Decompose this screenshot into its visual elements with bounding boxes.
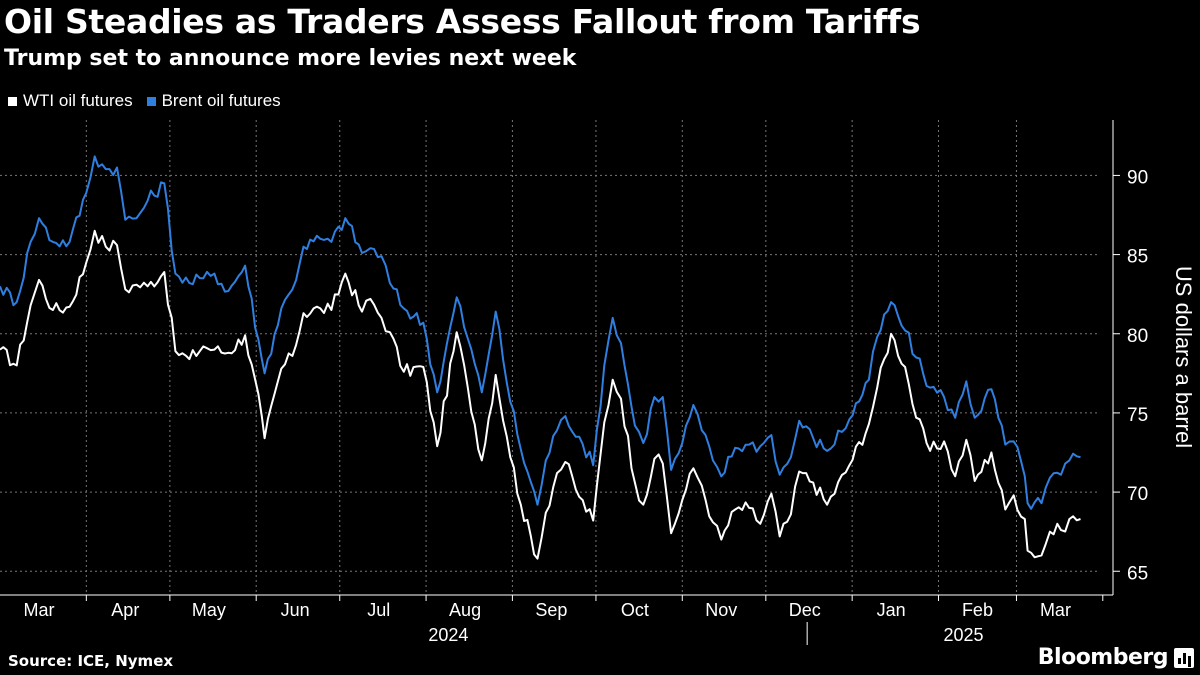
x-tick-label: Dec — [789, 600, 821, 620]
legend-label-brent: Brent oil futures — [161, 91, 281, 110]
gridlines — [0, 120, 1100, 595]
brent-line — [0, 155, 1081, 510]
legend-swatch-brent — [146, 96, 156, 106]
y-tick-label: 75 — [1127, 405, 1148, 426]
legend-swatch-wti — [8, 96, 17, 106]
x-year-label: 2025 — [944, 625, 984, 645]
x-tick-label: Aug — [449, 600, 481, 620]
x-tick-label: Feb — [962, 600, 993, 620]
bloomberg-terminal-icon — [1174, 648, 1194, 668]
x-tick-label: Sep — [535, 600, 567, 620]
x-tick-label: Nov — [705, 600, 737, 620]
y-tick-label: 85 — [1127, 247, 1148, 268]
x-tick-label: Mar — [23, 600, 54, 620]
chart-subtitle: Trump set to announce more levies next w… — [4, 46, 577, 71]
x-tick-label: Jul — [367, 600, 390, 620]
y-tick-label: 65 — [1127, 563, 1148, 584]
legend-item-brent: Brent oil futures — [146, 91, 281, 111]
chart-title: Oil Steadies as Traders Assess Fallout f… — [4, 2, 921, 41]
x-tick-label: Jan — [877, 600, 906, 620]
x-tick-label: Apr — [111, 600, 139, 620]
x-year-label: 2024 — [428, 625, 468, 645]
x-tick-label: Mar — [1040, 600, 1071, 620]
y-axis-title: US dollars a barrel — [1171, 266, 1196, 448]
axes — [0, 120, 1120, 645]
y-tick-label: 80 — [1127, 326, 1148, 347]
y-tick-label: 70 — [1127, 484, 1148, 505]
brand-logo: Bloomberg — [1037, 645, 1169, 670]
x-tick-label: May — [192, 600, 226, 620]
legend-label-wti: WTI oil futures — [23, 91, 133, 110]
series-lines — [0, 155, 1081, 560]
legend-item-wti: WTI oil futures — [8, 91, 133, 111]
legend: WTI oil futures Brent oil futures — [8, 91, 281, 111]
axis-labels: 65 70 75 80 85 90 Mar Apr May Jun Jul Aug Sep Oct Nov D… — [23, 167, 1196, 645]
source-note: Source: ICE, Nymex — [8, 652, 174, 670]
x-tick-label: Oct — [621, 600, 649, 620]
x-tick-label: Jun — [281, 600, 310, 620]
y-tick-label: 90 — [1127, 167, 1148, 188]
wti-line — [0, 229, 1081, 560]
